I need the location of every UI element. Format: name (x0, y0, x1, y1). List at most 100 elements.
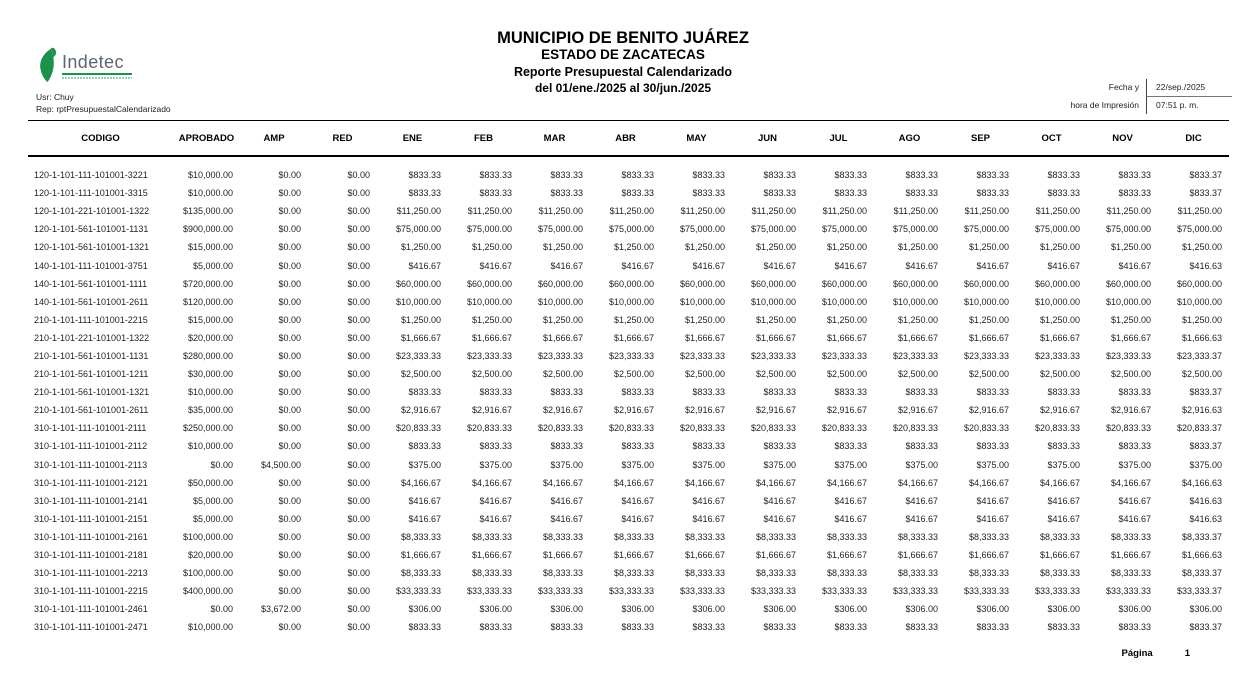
amount-cell: $20,833.33 (395, 423, 441, 434)
amount-cell: $0.00 (347, 441, 370, 452)
amount-cell: $416.67 (408, 495, 441, 506)
amount-cell: $833.33 (1118, 441, 1151, 452)
amount-cell: $833.33 (905, 188, 938, 199)
amount-cell: $1,250.00 (542, 242, 583, 253)
amount-cell: $306.00 (834, 604, 867, 615)
amount-cell: $8,333.33 (968, 531, 1009, 542)
amount-cell: $416.67 (763, 513, 796, 524)
amount-cell: $8,333.33 (471, 531, 512, 542)
amount-cell: $2,500.00 (542, 369, 583, 380)
amount-cell: $1,666.67 (471, 550, 512, 561)
amount-cell: $20,833.33 (892, 423, 938, 434)
amount-cell: $2,500.00 (1110, 369, 1151, 380)
amount-cell: $1,250.00 (755, 242, 796, 253)
amount-cell: $0.00 (278, 314, 301, 325)
amount-cell: $10,000.00 (821, 296, 867, 307)
amount-cell: $306.00 (1047, 604, 1080, 615)
column-header-may: MAY (661, 120, 732, 157)
code-cell: 310-1-101-111-101001-2151 (34, 513, 148, 524)
amount-cell: $375.00 (408, 459, 441, 470)
print-time-value: 07:51 p. m. (1146, 97, 1232, 114)
amount-cell: $8,333.33 (755, 568, 796, 579)
amount-cell: $0.00 (347, 622, 370, 633)
logo-underline (62, 73, 132, 75)
amount-cell: $10,000.00 (679, 296, 725, 307)
amount-cell: $1,666.67 (613, 550, 654, 561)
amount-cell: $20,833.33 (608, 423, 654, 434)
code-cell: 120-1-101-111-101001-3315 (34, 188, 148, 199)
amount-cell: $0.00 (278, 405, 301, 416)
amount-cell: $20,000.00 (187, 332, 233, 343)
amount-cell: $1,666.67 (968, 550, 1009, 561)
amount-cell: $833.33 (550, 170, 583, 181)
amount-cell: $4,166.67 (1110, 477, 1151, 488)
amount-cell: $0.00 (278, 188, 301, 199)
column-header-ene: ENE (377, 120, 448, 157)
amount-cell: $833.33 (905, 170, 938, 181)
code-cell: 310-1-101-111-101001-2113 (34, 459, 148, 470)
amount-cell: $0.00 (347, 224, 370, 235)
amount-cell: $1,250.00 (613, 314, 654, 325)
amount-cell: $833.37 (1189, 387, 1222, 398)
amount-cell: $100,000.00 (182, 531, 233, 542)
page-number: 1 (1184, 648, 1190, 659)
amount-cell: $416.63 (1189, 260, 1222, 271)
amount-cell: $60,000.00 (750, 278, 796, 289)
amount-cell: $33,333.33 (395, 586, 441, 597)
amount-cell: $833.33 (408, 387, 441, 398)
report-name: Reporte Presupuestal Calendarizado (513, 65, 733, 79)
amount-cell: $15,000.00 (187, 314, 233, 325)
code-cell: 120-1-101-111-101001-3221 (34, 170, 148, 181)
amount-cell: $10,000.00 (608, 296, 654, 307)
table-row: 310-1-101-111-101001-2112 $10,000.00 $0.00… (28, 437, 1229, 455)
amount-cell: $416.67 (1047, 260, 1080, 271)
code-cell: 210-1-101-111-101001-2215 (34, 314, 148, 325)
amount-cell: $11,250.00 (964, 206, 1009, 217)
amount-cell: $416.67 (834, 495, 867, 506)
amount-cell: $833.33 (1118, 387, 1151, 398)
column-header-abr: ABR (590, 120, 661, 157)
table-row: 310-1-101-111-101001-2113 $0.00 $4,500.00 $… (28, 456, 1229, 474)
amount-cell: $5,000.00 (192, 260, 233, 271)
code-cell: 310-1-101-111-101001-2213 (34, 568, 148, 579)
amount-cell: $375.00 (905, 459, 938, 470)
amount-cell: $33,333.37 (1176, 586, 1222, 597)
amount-cell: $1,666.67 (471, 332, 512, 343)
amount-cell: $0.00 (347, 350, 370, 361)
column-header-amp: AMP (240, 120, 308, 157)
code-cell: 210-1-101-561-101001-1321 (34, 387, 150, 398)
amount-cell: $2,916.67 (613, 405, 654, 416)
amount-cell: $833.33 (479, 441, 512, 452)
amount-cell: $11,250.00 (1106, 206, 1151, 217)
table-row: 310-1-101-111-101001-2151 $5,000.00 $0.00 $… (28, 510, 1229, 528)
amount-cell: $0.00 (347, 604, 370, 615)
table-row: 210-1-101-561-101001-1131 $280,000.00 $0.0… (28, 347, 1229, 365)
amount-cell: $1,666.67 (968, 332, 1009, 343)
amount-cell: $23,333.33 (395, 350, 441, 361)
amount-cell: $10,000.00 (187, 170, 233, 181)
report-title-block: MUNICIPIO DE BENITO JUÁREZ ESTADO DE ZAC… (0, 29, 1246, 96)
table-row: 210-1-101-561-101001-1211 $30,000.00 $0.00… (28, 365, 1229, 383)
amount-cell: $416.67 (1118, 495, 1151, 506)
amount-cell: $11,250.00 (1035, 206, 1080, 217)
amount-cell: $1,250.00 (826, 242, 867, 253)
amount-cell: $4,166.67 (1039, 477, 1080, 488)
table-row: 140-1-101-111-101001-3751 $5,000.00 $0.00 $… (28, 256, 1229, 274)
amount-cell: $60,000.00 (679, 278, 725, 289)
column-header-ago: AGO (874, 120, 945, 157)
amount-cell: $833.33 (479, 170, 512, 181)
amount-cell: $833.37 (1189, 188, 1222, 199)
amount-cell: $375.00 (1189, 459, 1222, 470)
amount-cell: $306.00 (1189, 604, 1222, 615)
amount-cell: $416.67 (905, 495, 938, 506)
municipality-title: MUNICIPIO DE BENITO JUÁREZ (497, 29, 749, 47)
amount-cell: $75,000.00 (608, 224, 654, 235)
amount-cell: $416.67 (905, 513, 938, 524)
amount-cell: $4,500.00 (260, 459, 301, 470)
amount-cell: $2,916.67 (1110, 405, 1151, 416)
amount-cell: $1,666.67 (684, 550, 725, 561)
amount-cell: $2,916.67 (542, 405, 583, 416)
amount-cell: $4,166.67 (755, 477, 796, 488)
print-info: Fecha y 22/sep./2025 hora de Impresión 0… (1070, 79, 1232, 114)
code-cell: 140-1-101-561-101001-2611 (34, 296, 149, 307)
